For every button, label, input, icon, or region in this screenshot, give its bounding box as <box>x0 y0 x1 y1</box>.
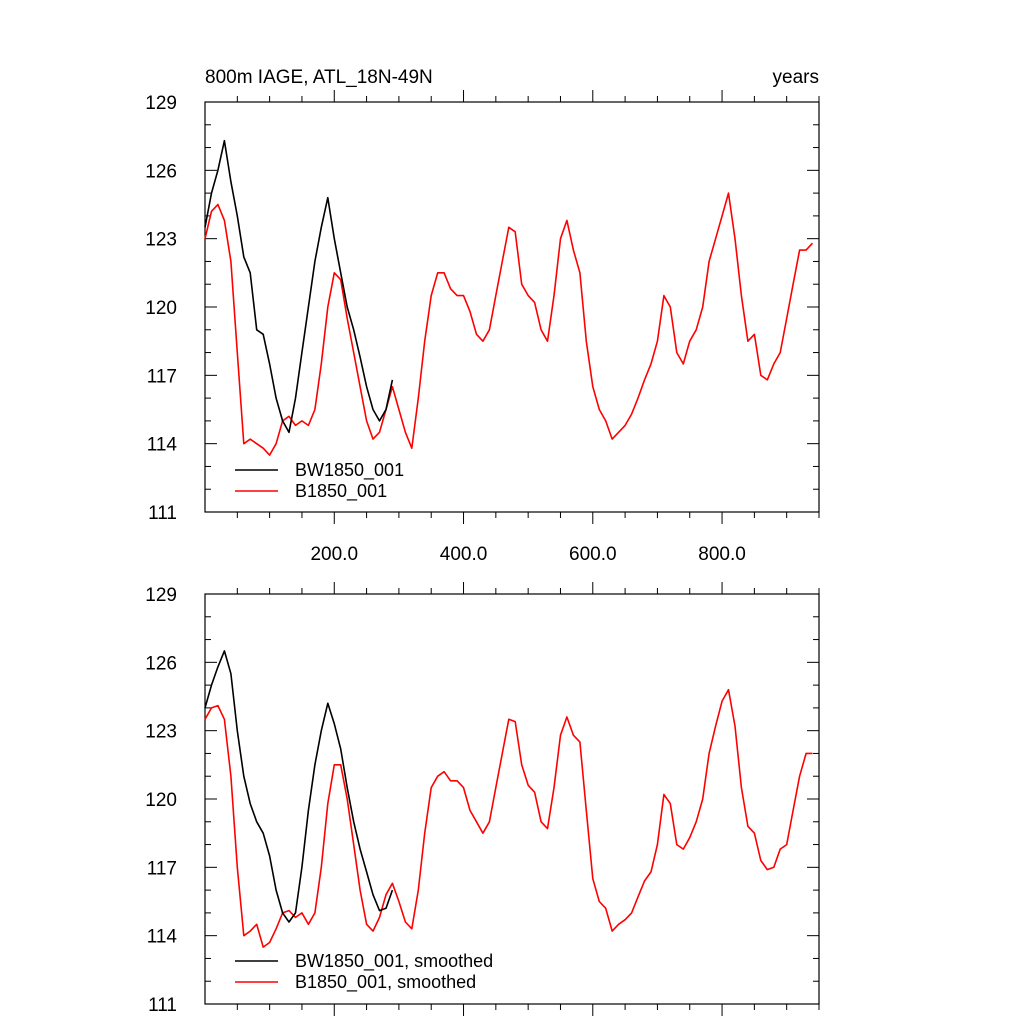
top-legend-label-1: B1850_001 <box>295 481 387 502</box>
bottom-series-line-1 <box>204 688 813 948</box>
bottom-series-line-0 <box>204 650 394 923</box>
y-tick-label: 123 <box>145 722 177 743</box>
y-tick-label: 120 <box>145 790 177 811</box>
top-series-line-1 <box>204 192 814 456</box>
y-tick-label: 126 <box>145 161 177 182</box>
x-tick-label: 200.0 <box>310 544 358 565</box>
y-tick-label: 114 <box>147 927 178 948</box>
y-tick-label: 117 <box>147 366 177 387</box>
top-panel: 800m IAGE, ATL_18N-49N years 111 114 117 12… <box>145 67 820 565</box>
y-tick-label: 111 <box>148 503 177 524</box>
top-legend-label-0: BW1850_001 <box>295 460 404 481</box>
y-tick-label: 126 <box>145 653 177 674</box>
bottom-panel: 111 114 117 120 123 126 129 BW1850_001, smooth… <box>145 582 820 1016</box>
top-panel-title: 800m IAGE, ATL_18N-49N <box>205 67 433 88</box>
y-tick-label: 129 <box>145 93 177 114</box>
y-tick-label: 120 <box>145 298 177 319</box>
bottom-ticks: 111 114 117 120 123 126 129 <box>145 582 820 1016</box>
y-tick-label: 114 <box>147 435 178 456</box>
top-series <box>204 139 814 456</box>
bottom-series <box>204 650 813 948</box>
top-panel-units: years <box>773 67 819 88</box>
top-plot-frame <box>204 101 820 513</box>
x-tick-label: 600.0 <box>569 544 617 565</box>
y-tick-label: 111 <box>148 995 177 1016</box>
y-tick-label: 117 <box>147 858 177 879</box>
x-tick-label: 400.0 <box>440 544 488 565</box>
y-tick-label: 129 <box>145 585 177 606</box>
y-tick-label: 123 <box>145 230 177 251</box>
top-series-line-0 <box>204 139 394 434</box>
x-tick-label: 800.0 <box>698 544 746 565</box>
top-ticks: 111 114 117 120 123 126 129 200.0 400.0 600.0 800.… <box>145 90 820 565</box>
bottom-plot-frame <box>204 593 820 1005</box>
bottom-legend-label-0: BW1850_001, smoothed <box>295 951 493 972</box>
bottom-legend-label-1: B1850_001, smoothed <box>295 972 476 993</box>
